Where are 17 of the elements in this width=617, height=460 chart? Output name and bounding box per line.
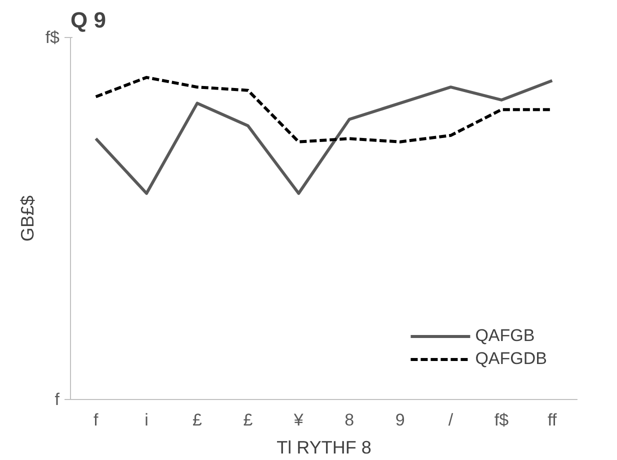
- x-tick-label: ¥: [292, 410, 304, 430]
- chart-title: Q 9: [70, 8, 106, 32]
- x-tick-label: £: [192, 410, 203, 430]
- text: f$: [45, 28, 60, 47]
- legend-label: QAFGB: [475, 326, 535, 346]
- x-tick-label: ff: [548, 410, 557, 430]
- legend-label: QAFGDB: [475, 349, 547, 369]
- text: f: [54, 390, 60, 409]
- x-tick-label: 8: [344, 410, 354, 430]
- x-tick-label: 9: [395, 410, 405, 430]
- x-tick-label: £: [243, 410, 254, 430]
- y-axis-title: GB£$: [17, 195, 38, 242]
- x-axis-title: Tl RYTHF 8: [276, 438, 372, 458]
- x-tick-label: f$: [494, 410, 510, 430]
- x-tick-label: i: [144, 410, 148, 430]
- x-tick-label: /: [448, 410, 454, 430]
- x-tick-label: f: [93, 410, 98, 430]
